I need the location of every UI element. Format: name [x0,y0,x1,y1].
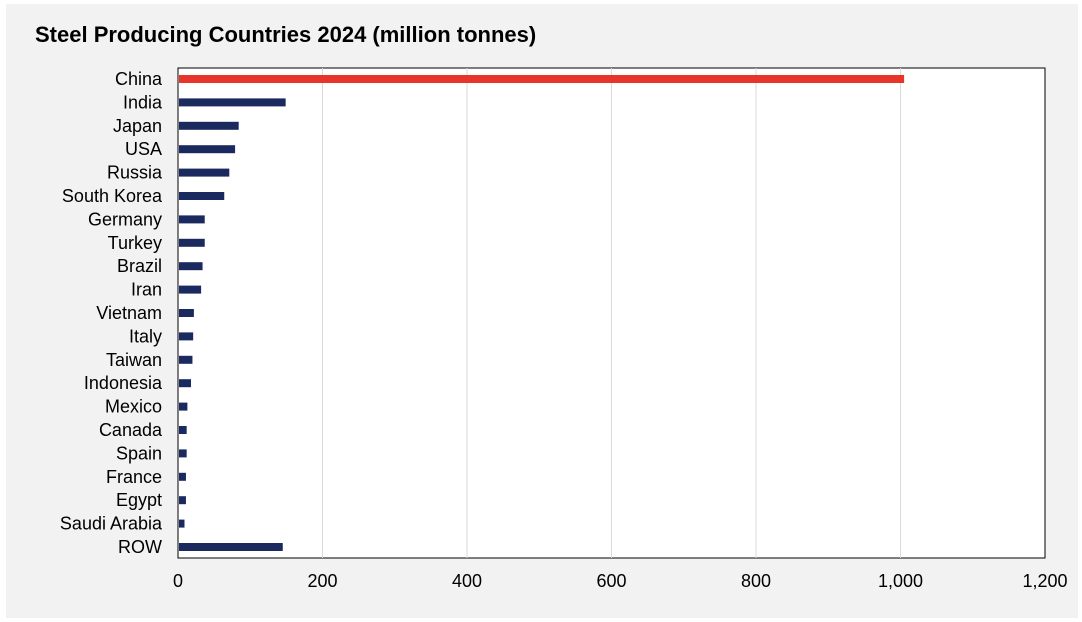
bar [179,75,905,83]
bar [179,215,205,224]
x-tick-label: 1,000 [878,571,923,591]
bar [179,145,236,154]
bar [179,238,205,247]
category-label: Russia [107,163,163,183]
bar [179,192,225,200]
category-label: Mexico [105,397,162,417]
category-label: India [123,92,163,112]
bars [179,75,905,551]
category-label: Iran [131,280,162,300]
category-label: Germany [88,209,162,229]
category-label: Spain [116,443,162,463]
category-label: France [106,467,162,487]
bar [179,262,203,271]
bar [179,98,286,107]
category-label: Saudi Arabia [60,514,163,534]
x-tick-label: 400 [452,571,482,591]
bar [179,168,230,177]
x-tick-label: 600 [596,571,626,591]
category-label: Egypt [116,490,162,510]
bar [179,121,239,130]
x-tick-label: 200 [307,571,337,591]
category-label: China [115,69,163,89]
x-tick-labels: 0 200 400 600 800 1,000 1,200 [173,571,1068,591]
bar [179,379,192,388]
bar [179,426,187,434]
category-label: USA [125,139,162,159]
gridlines [322,68,901,558]
chart-title: Steel Producing Countries 2024 (million … [35,22,537,47]
category-label: Japan [113,116,162,136]
bar [179,543,283,551]
category-label: Vietnam [96,303,162,323]
category-label: Italy [129,326,162,346]
bar [179,402,188,411]
category-label: Canada [99,420,163,440]
category-label: ROW [118,537,162,557]
bar [179,496,186,505]
category-label: Taiwan [106,350,162,370]
category-label: Brazil [117,256,162,276]
bar [179,285,202,294]
category-label: Indonesia [84,373,163,393]
bar [179,332,194,341]
bar [179,355,193,364]
bar [179,472,186,481]
x-tick-label: 1,200 [1022,571,1067,591]
category-labels: China India Japan USA Russia South Korea Germa… [60,69,163,557]
x-tick-label: 0 [173,571,183,591]
x-tick-label: 800 [741,571,771,591]
bar [179,519,185,528]
bar [179,309,194,317]
bar [179,449,187,458]
category-label: South Korea [62,186,163,206]
category-label: Turkey [108,233,162,253]
